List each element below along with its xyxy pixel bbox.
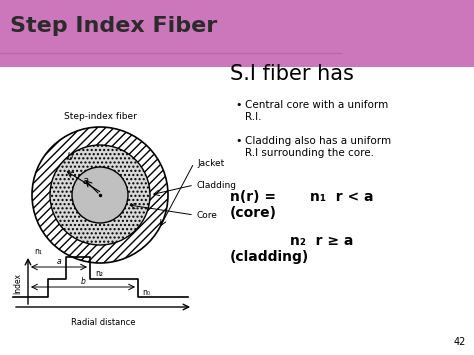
Text: Central core with a uniform: Central core with a uniform	[245, 100, 388, 110]
Text: Index: Index	[13, 273, 22, 294]
Text: n₁: n₁	[34, 247, 42, 256]
Circle shape	[50, 145, 150, 245]
Text: (cladding): (cladding)	[230, 250, 309, 264]
Text: R.I.: R.I.	[245, 112, 262, 122]
Text: Core: Core	[197, 211, 218, 219]
Text: S.I fiber has: S.I fiber has	[230, 64, 354, 84]
Text: •: •	[235, 100, 241, 110]
Text: n(r) =: n(r) =	[230, 190, 276, 204]
Text: Radial distance: Radial distance	[71, 318, 135, 327]
Text: a: a	[83, 176, 89, 186]
Text: a: a	[57, 257, 61, 266]
Text: n₀: n₀	[142, 288, 150, 297]
Text: Step-index fiber: Step-index fiber	[64, 112, 137, 121]
Text: 42: 42	[454, 337, 466, 347]
Text: •: •	[235, 136, 241, 146]
Circle shape	[50, 145, 150, 245]
Text: Cladding: Cladding	[197, 180, 237, 190]
FancyBboxPatch shape	[0, 0, 474, 67]
Circle shape	[72, 167, 128, 223]
Text: b: b	[67, 152, 73, 162]
Text: Step Index Fiber: Step Index Fiber	[10, 16, 217, 36]
Text: n₂  r ≥ a: n₂ r ≥ a	[290, 234, 354, 248]
Text: Jacket: Jacket	[197, 158, 224, 168]
FancyBboxPatch shape	[0, 52, 474, 355]
Text: (core): (core)	[230, 206, 277, 220]
Text: R.I surrounding the core.: R.I surrounding the core.	[245, 148, 374, 158]
Text: Cladding also has a uniform: Cladding also has a uniform	[245, 136, 391, 146]
Text: n₂: n₂	[95, 269, 103, 278]
Text: b: b	[81, 277, 85, 286]
Text: n₁  r < a: n₁ r < a	[310, 190, 374, 204]
Circle shape	[32, 127, 168, 263]
